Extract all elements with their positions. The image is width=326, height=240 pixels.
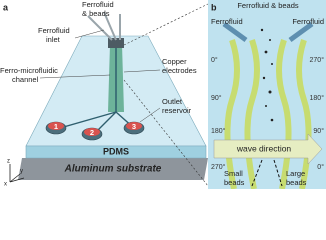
substrate-label: Aluminum substrate [64,164,162,175]
phase-label: 0° [317,163,324,171]
inlet-tubes [87,11,121,41]
phase-label: 270° [310,56,325,64]
inlet-block [108,38,124,48]
leader-lines [39,29,161,123]
phase-label: 180° [211,127,226,135]
label: electrodes [162,66,197,75]
label: Copper [162,57,187,66]
axis-label: x [4,182,7,188]
label: Ferrofluid [38,26,70,35]
label: channel [12,75,39,84]
label: beads [224,178,245,187]
panel-label: b [211,2,217,12]
inflow-arrows [222,21,314,43]
label: Ferro-microfluidic [0,66,58,75]
wave-arrow [213,133,323,165]
pdms-label: PDMS [103,146,129,156]
label: Outlet [162,97,183,106]
outlet-number: 1 [54,122,58,131]
phase-label: 0° [211,56,218,64]
outlet-number: 3 [132,122,136,131]
bead-paths [251,159,283,187]
wave-label: wave direction [236,143,292,153]
label: Small [224,169,243,178]
waves [224,39,312,189]
label: Ferrofluid [82,0,114,9]
axis-label: y [20,169,23,175]
device [9,3,209,187]
axes [9,164,25,183]
axis-label: z [7,159,10,165]
phase-label: 270° [211,163,226,171]
panel-label: a [3,2,9,12]
phase-label: 90° [211,94,222,102]
page: {"panel_a": {"label": "a", "ferrofluid_b… [0,0,326,189]
label: beads [286,178,307,187]
beads [260,28,274,122]
pdms-front [25,145,207,159]
label: Large [286,169,305,178]
outlet-number: 2 [90,128,94,137]
label: inlet [46,35,61,44]
phase-label: 180° [310,94,325,102]
figure: a Ferrofluid & beads Ferrofluid inlet Fe… [0,0,326,189]
reservoir-tops [48,122,142,136]
label: Ferrofluid [292,17,324,26]
zoom-lines [123,3,209,187]
label: Ferrofluid & beads [237,1,299,10]
label: Ferrofluid [211,17,243,26]
aluminum-substrate [18,158,208,180]
label: & beads [82,9,110,18]
phase-label: 90° [313,127,324,135]
label: reservoir [162,106,192,115]
